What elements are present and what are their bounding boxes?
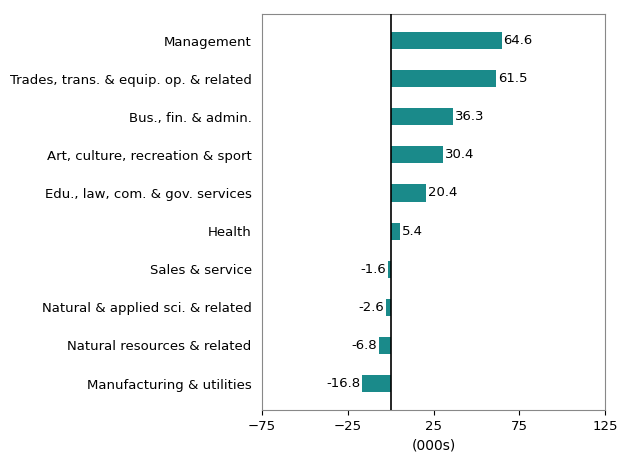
Text: -16.8: -16.8 <box>326 377 360 390</box>
Text: 30.4: 30.4 <box>445 148 474 161</box>
Bar <box>391 185 426 202</box>
Text: 61.5: 61.5 <box>498 72 527 85</box>
Text: 64.6: 64.6 <box>504 34 533 47</box>
Bar <box>391 222 400 240</box>
Bar <box>391 32 502 49</box>
Text: -1.6: -1.6 <box>361 263 386 276</box>
X-axis label: (000s): (000s) <box>412 439 456 452</box>
Text: -2.6: -2.6 <box>359 301 384 314</box>
Bar <box>388 260 391 278</box>
Text: -6.8: -6.8 <box>352 339 378 352</box>
Text: 5.4: 5.4 <box>402 225 423 238</box>
Bar <box>386 299 391 316</box>
Bar <box>391 146 443 164</box>
Bar <box>379 337 391 354</box>
Bar <box>391 70 496 87</box>
Bar <box>391 108 453 125</box>
Text: 36.3: 36.3 <box>455 110 484 123</box>
Text: 20.4: 20.4 <box>427 186 457 199</box>
Bar <box>362 375 391 392</box>
